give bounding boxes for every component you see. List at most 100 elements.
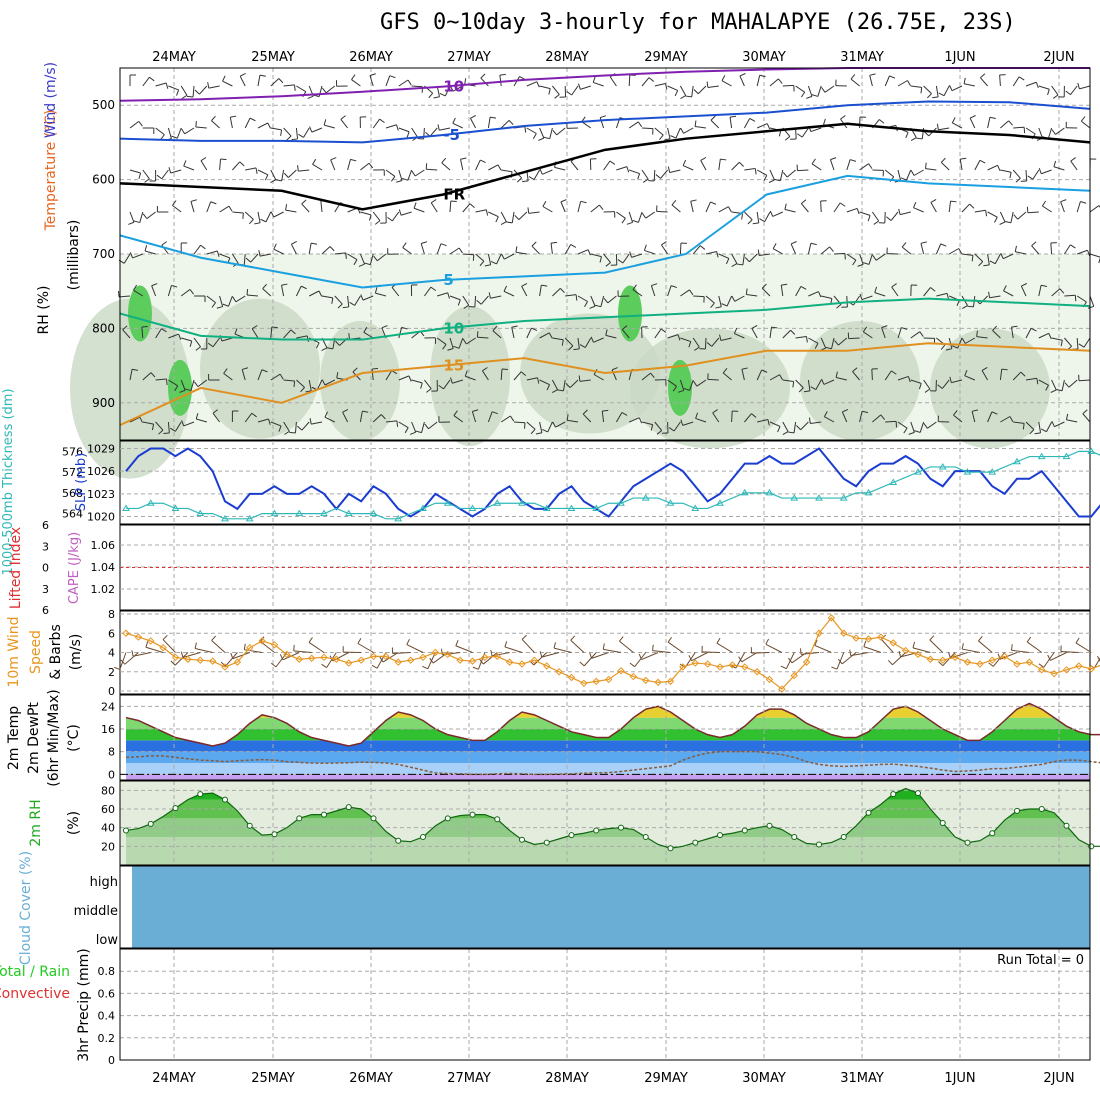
- thickness-marker: [122, 504, 130, 511]
- wind-barb-feather: [881, 325, 888, 329]
- wind-barb: [360, 211, 372, 216]
- ylabel-thickness: 1000-500mb Thickness (dm): [1, 388, 16, 575]
- wind-barb-feather: [605, 262, 611, 267]
- wind-barb: [835, 377, 847, 381]
- wind-barb: [1047, 127, 1053, 139]
- wind-barb-feather: [401, 326, 408, 330]
- wind-barb-feather: [531, 241, 537, 247]
- rh-marker: [172, 805, 179, 812]
- wind-barb-feather: [1022, 423, 1025, 430]
- wind-barb-feather: [362, 410, 369, 413]
- wind-barb-feather: [710, 201, 717, 205]
- wind-barb: [935, 243, 942, 255]
- wind-barb-feather: [379, 656, 384, 663]
- y-tick-wind10m: 4: [108, 647, 115, 660]
- wind-barb: [385, 420, 397, 423]
- wind-barb-feather: [222, 303, 229, 307]
- wind-barb: [569, 379, 579, 389]
- wind-barb-feather: [693, 89, 699, 95]
- rh-shade-high: [668, 359, 692, 416]
- wind-barb: [795, 127, 797, 140]
- thickness-marker: [542, 504, 551, 511]
- wind-barb-feather: [808, 417, 811, 424]
- wind-barb-feather: [321, 347, 328, 351]
- wind-barb-feather: [720, 158, 727, 161]
- wind-barb: [145, 646, 164, 653]
- wind-barb-feather: [859, 293, 863, 300]
- thickness-marker: [963, 468, 972, 475]
- wind-barb-feather: [408, 375, 412, 382]
- wind-barb: [1025, 421, 1035, 431]
- wind-barb: [1011, 649, 1030, 653]
- wind-barb: [500, 211, 507, 222]
- wind-barb: [1043, 652, 1055, 668]
- wind-barb: [151, 285, 157, 297]
- wind-barb: [590, 204, 600, 213]
- wind10m-marker: [246, 643, 254, 652]
- wind-barb-feather: [166, 378, 168, 386]
- wind10m-marker: [716, 663, 724, 671]
- temp-band: [126, 751, 1090, 763]
- wind-barb: [722, 372, 732, 381]
- wind-barb-feather: [207, 342, 214, 348]
- wind-barb: [875, 253, 886, 261]
- wind-barb-feather: [539, 168, 543, 175]
- wind-barb-feather: [721, 303, 728, 307]
- wind-barb: [162, 639, 176, 653]
- wind-barb: [679, 85, 687, 96]
- wind-barb-feather: [618, 636, 624, 642]
- wind-barb: [232, 161, 241, 171]
- wind-barb: [1079, 85, 1091, 90]
- wind-barb-feather: [480, 159, 486, 164]
- wind-barb-feather: [406, 638, 410, 645]
- wind-barb-feather: [294, 84, 296, 91]
- wind-barb-feather: [759, 218, 765, 223]
- wind-barb: [212, 337, 220, 348]
- wind-barb-feather: [806, 95, 813, 99]
- wind-barb: [244, 211, 254, 220]
- wind-barb-feather: [980, 73, 986, 79]
- wind-barb: [232, 211, 244, 214]
- wind-barb: [821, 295, 833, 299]
- wind-barb: [273, 248, 284, 255]
- wind-barb: [952, 122, 963, 129]
- wind-barb: [1076, 201, 1081, 213]
- wind-barb: [392, 652, 411, 654]
- wind-barb: [701, 651, 721, 653]
- wind-barb: [281, 169, 285, 181]
- wind-barb: [833, 252, 846, 255]
- wind10m-marker: [295, 655, 303, 663]
- wind-barb: [124, 652, 139, 665]
- wind-barb: [182, 652, 201, 658]
- rh-marker: [271, 831, 278, 838]
- wind-barb: [1070, 85, 1078, 95]
- wind-barb-feather: [779, 374, 783, 381]
- wind-barb: [1068, 379, 1078, 388]
- wind-barb: [174, 652, 189, 666]
- wind-barb-feather: [967, 305, 974, 308]
- wind-barb-feather: [185, 388, 192, 392]
- wind-barb-feather: [677, 389, 684, 393]
- wind-barb: [250, 253, 259, 263]
- wind-barb: [129, 169, 141, 174]
- wind-barb-feather: [181, 94, 188, 99]
- wind-barb-feather: [761, 283, 767, 289]
- wind-barb: [707, 85, 719, 89]
- wind-barb-feather: [171, 284, 178, 288]
- wind-barb: [667, 641, 684, 653]
- wind-barb: [815, 379, 822, 390]
- wind-barb: [515, 251, 527, 255]
- wind-barb-feather: [777, 426, 781, 433]
- x-tick-top: 28MAY: [545, 50, 589, 65]
- wind-barb-feather: [447, 348, 454, 351]
- cloud-frame: [119, 865, 1091, 949]
- wind-barb: [961, 203, 971, 213]
- wind-barb: [270, 78, 280, 87]
- wind-barb: [948, 201, 952, 213]
- wind-barb-feather: [682, 159, 687, 166]
- wind-barb: [616, 211, 626, 219]
- wind-barb: [206, 250, 218, 255]
- wind10m-marker: [159, 643, 167, 652]
- wind-barb-feather: [842, 409, 849, 413]
- wind-barb: [320, 201, 323, 213]
